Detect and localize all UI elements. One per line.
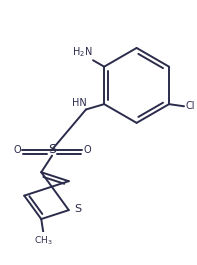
Text: CH$_3$: CH$_3$	[34, 234, 53, 246]
Text: O: O	[83, 145, 91, 154]
Text: O: O	[13, 145, 21, 154]
Text: S: S	[74, 204, 81, 214]
Text: H$_2$N: H$_2$N	[72, 45, 92, 59]
Text: S: S	[48, 143, 56, 156]
Text: Cl: Cl	[185, 101, 195, 111]
Text: HN: HN	[72, 98, 87, 108]
